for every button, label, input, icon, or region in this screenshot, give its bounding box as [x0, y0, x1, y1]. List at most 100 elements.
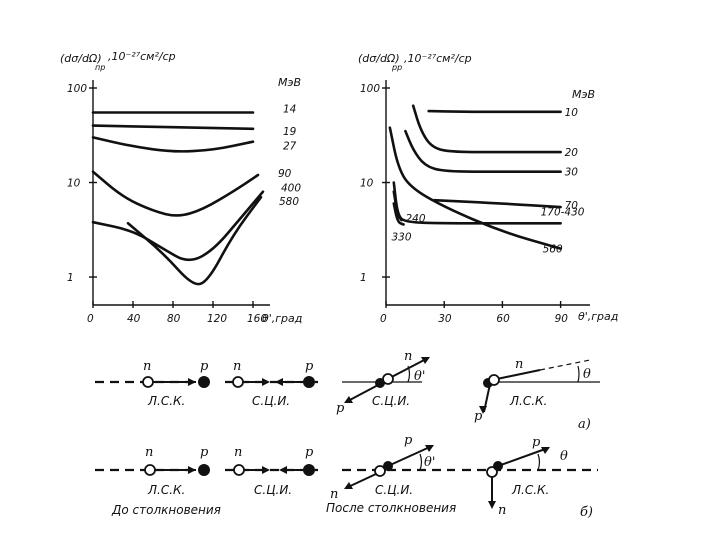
a3-angle-arc	[407, 365, 411, 383]
b1-neutron	[144, 464, 156, 476]
left-ylabel-main: (dσ/dΩ)	[60, 52, 102, 65]
left-ylabel-sub: пр	[95, 63, 105, 72]
a1-proton	[198, 376, 210, 388]
b3-arrow-n-head	[344, 482, 353, 489]
b3-arrow-p-head	[425, 445, 434, 452]
b4-arrow-n-head	[488, 501, 496, 509]
right-series-label-560: 560	[543, 244, 563, 256]
b1-n-label: n	[145, 445, 153, 460]
right-x-tick-label: 0	[380, 313, 387, 325]
left-ylabel-units: ,10⁻²⁷см²/ср	[108, 50, 176, 63]
b2-n-label: n	[234, 445, 242, 460]
left-x-tick-label: 80	[167, 313, 181, 325]
left-x-tick-label: 120	[207, 313, 227, 325]
left-series-label-400: 400	[281, 183, 301, 195]
b4-theta-label: θ	[560, 449, 568, 464]
b3-theta-label: θ'	[424, 455, 435, 470]
a3-n-label: n	[404, 349, 412, 364]
a4-theta-label: θ	[583, 367, 591, 382]
b3-neutron	[374, 465, 386, 477]
right-x-tick-label: 30	[438, 313, 452, 325]
a2-arrow-n-head	[262, 378, 270, 386]
diagram-row-b: n p Л.С.К. n p С.Ц.И. p θ' n С.Ц.И.	[95, 433, 598, 520]
left-series-label-90: 90	[278, 168, 292, 180]
a3-neutron	[382, 373, 394, 385]
b3-arrow-p	[387, 445, 433, 467]
left-series-label-580: 580	[279, 196, 299, 208]
right-series-label-240: 240	[406, 213, 426, 225]
a4-n-label: n	[515, 357, 523, 372]
right-x-tick-label: 90	[555, 313, 569, 325]
right-series-label-10: 10	[565, 107, 579, 119]
right-series-label-70: 70	[565, 200, 579, 212]
right-ylabel-units: ,10⁻²⁷см²/ср	[404, 52, 472, 65]
left-series-label-14: 14	[283, 104, 296, 116]
b4-p-label: p	[532, 435, 541, 450]
right-xlabel: θ',град	[578, 310, 618, 323]
b4-angle-arc	[537, 453, 541, 471]
left-series-90	[91, 170, 260, 217]
a1-arrow-head	[188, 378, 196, 386]
a1-p-label: p	[200, 359, 209, 374]
a4-p-label: p	[474, 409, 483, 424]
right-ylabel-main: (dσ/dΩ)	[358, 52, 400, 65]
a3-theta-label: θ'	[414, 369, 425, 384]
a3-arrow-p	[345, 383, 381, 403]
after-collision-caption: После столкновения	[326, 501, 456, 515]
left-x-tick-label: 160	[247, 313, 267, 325]
left-xlabel: θ',град	[262, 312, 302, 325]
right-unit-label: МэВ	[572, 88, 595, 101]
left-y-tick-label: 1	[67, 272, 74, 284]
b1-frame-label: Л.С.К.	[147, 483, 185, 497]
b2-arrow-p-head	[279, 466, 287, 474]
left-series-400	[91, 190, 265, 262]
left-y-tick-label: 100	[67, 83, 87, 95]
right-chart: (dσ/dΩ) pp ,10⁻²⁷см²/ср МэВ θ',град 1101…	[358, 52, 618, 325]
b2-frame-label: С.Ц.И.	[254, 483, 292, 497]
b2-p-label: p	[305, 445, 314, 460]
a1-neutron	[142, 376, 154, 388]
right-ylabel-sub: pp	[391, 63, 402, 72]
diagram-row-a: n p Л.С.К. n p С.Ц.И. n θ' p С.Ц.И.	[95, 349, 600, 432]
left-unit-label: МэВ	[278, 76, 301, 89]
right-series-10	[427, 109, 562, 114]
b-row-label: б)	[580, 505, 593, 520]
left-series-19	[91, 124, 255, 131]
b4-arrow-p-head	[541, 447, 550, 454]
b4-frame-label: Л.С.К.	[511, 483, 549, 497]
left-y-tick-label: 10	[67, 178, 81, 190]
a4-neutron	[488, 374, 500, 386]
left-ticks: 1 10 100 0 40 80 120 160	[67, 83, 267, 325]
right-series-label-170-430: 170-430	[541, 206, 585, 218]
left-series-label-19: 19	[283, 126, 297, 138]
left-series-27	[91, 136, 255, 153]
b2-arrow-n-head	[262, 466, 270, 474]
a3-p-label: p	[336, 401, 345, 416]
a2-frame-label: С.Ц.И.	[252, 394, 290, 408]
left-x-tick-label: 0	[87, 313, 94, 325]
a4-angle-arc	[577, 365, 580, 383]
right-series-560	[388, 126, 562, 250]
right-ticks: 1 10 100 0 30 60 90	[360, 83, 568, 325]
b3-proton	[383, 461, 393, 471]
right-series-330	[392, 202, 405, 226]
a2-arrow-p-head	[275, 378, 283, 386]
b2-neutron	[233, 464, 245, 476]
right-series-label-30: 30	[565, 167, 579, 179]
a3-arrow-n-head	[421, 357, 430, 364]
right-series-30	[404, 129, 562, 174]
a4-frame-label: Л.С.К.	[509, 394, 547, 408]
left-x-tick-label: 40	[127, 313, 141, 325]
a2-n-label: n	[233, 359, 241, 374]
a-row-label: а)	[578, 417, 591, 432]
right-x-tick-label: 60	[496, 313, 510, 325]
b3-angle-arc	[419, 453, 423, 471]
a4-arrow-p-head	[479, 406, 487, 414]
b3-frame-label: С.Ц.И.	[375, 483, 413, 497]
b4-n-label: n	[498, 503, 506, 518]
b4-proton	[493, 461, 503, 471]
left-series-580	[126, 195, 263, 286]
